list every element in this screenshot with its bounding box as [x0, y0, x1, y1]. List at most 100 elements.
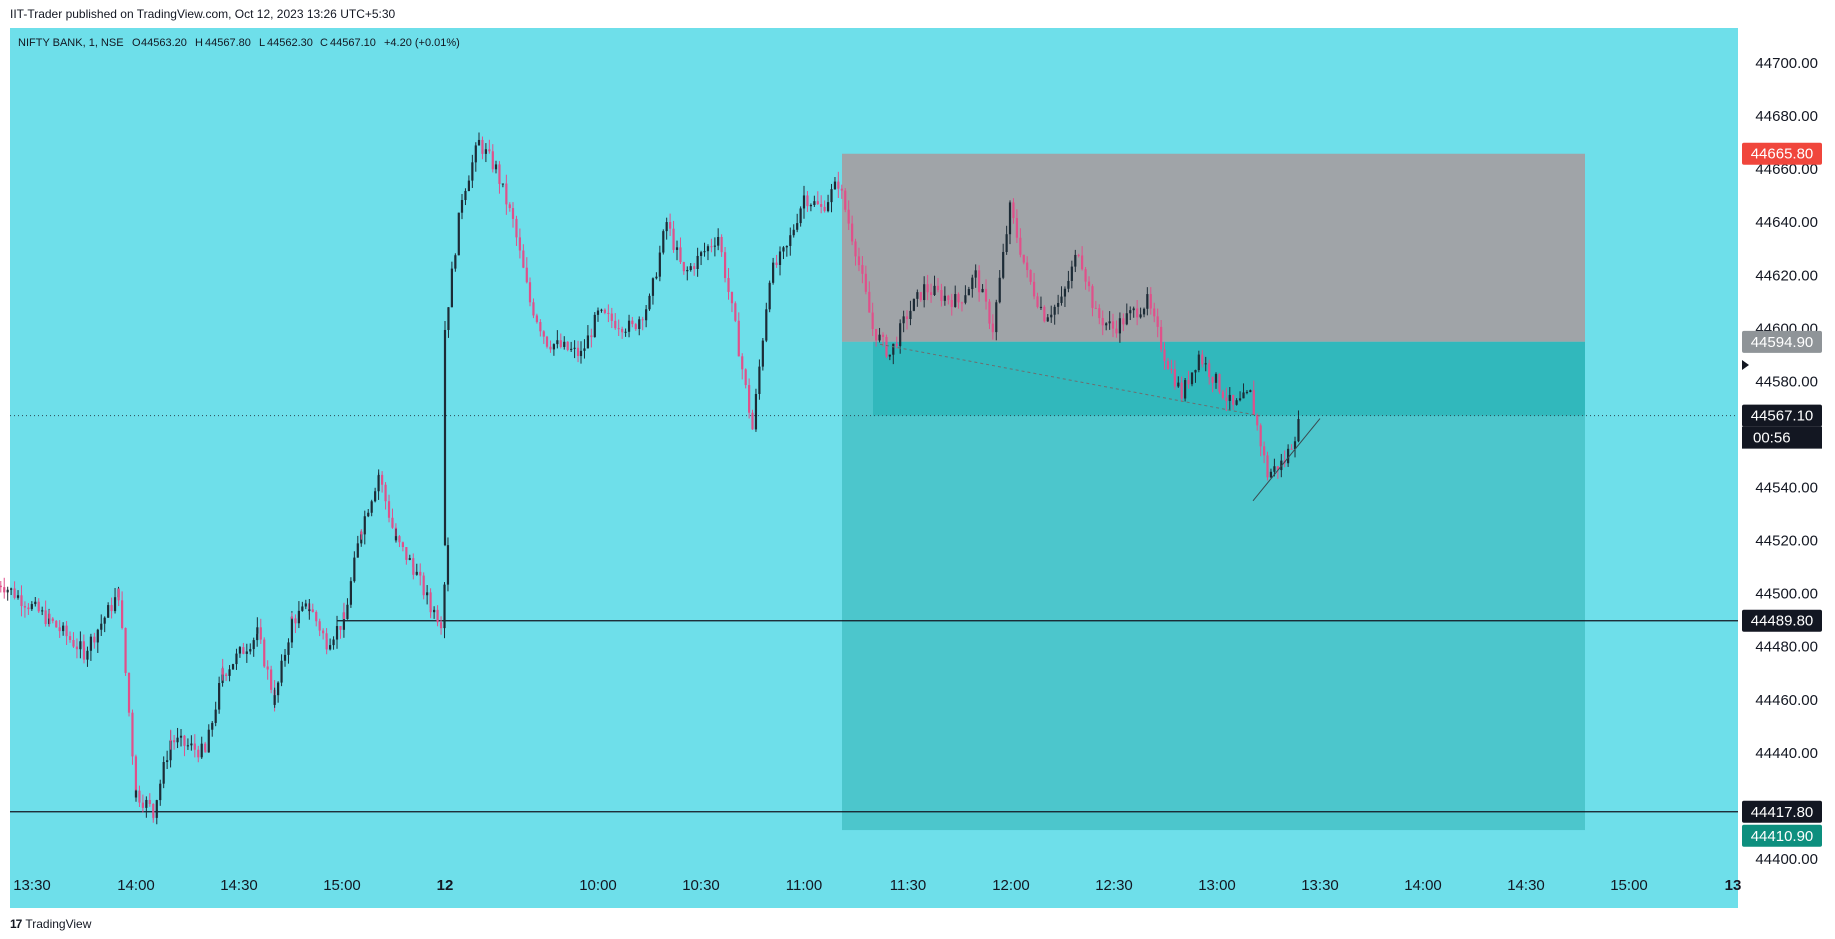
- price-tick-label: 44520.00: [1755, 533, 1818, 550]
- candle: [964, 285, 967, 305]
- candle: [559, 333, 562, 349]
- candle: [1269, 468, 1273, 479]
- time-axis[interactable]: 13:30 14:00 14:30 15:00 12 10:00 10:30 11:00 11:…: [13, 877, 1741, 894]
- candle: [651, 277, 655, 305]
- candle: [72, 632, 75, 648]
- candle: [110, 597, 113, 619]
- stop-loss-zone[interactable]: [842, 153, 1585, 342]
- tradingview-logo[interactable]: 17 TradingView: [10, 917, 91, 931]
- candle: [447, 307, 450, 338]
- candle: [617, 319, 620, 337]
- candle: [723, 246, 727, 283]
- candle: [576, 340, 580, 363]
- candle: [909, 300, 912, 326]
- candle: [415, 563, 418, 576]
- candle: [511, 202, 515, 228]
- candle: [1026, 256, 1029, 278]
- candle: [792, 224, 795, 238]
- candle: [360, 529, 363, 540]
- candle: [1084, 267, 1087, 290]
- price-tick-label: 44500.00: [1755, 586, 1818, 603]
- candle: [566, 341, 569, 352]
- legend-low: 44562.30: [267, 37, 313, 49]
- ohlc-legend: NIFTY BANK, 1, NSE O 44563.20 H 44567.80…: [18, 37, 460, 49]
- candle: [1136, 299, 1139, 326]
- candle: [658, 245, 661, 282]
- candle: [96, 628, 99, 653]
- candle: [1125, 303, 1128, 326]
- rising-trend-line[interactable]: [1252, 418, 1321, 502]
- time-tick-label: 11:30: [890, 877, 926, 894]
- take-profit-zone[interactable]: [842, 341, 1585, 831]
- candle: [1129, 306, 1132, 321]
- candle: [197, 745, 200, 763]
- candle: [665, 217, 668, 240]
- time-tick-label: 14:00: [117, 877, 155, 894]
- price-tick-label: 44400.00: [1755, 851, 1818, 868]
- candle: [1081, 246, 1084, 271]
- candle: [304, 599, 307, 610]
- candle: [782, 246, 785, 260]
- candle: [761, 337, 764, 371]
- entry-trend-connector: [879, 343, 1261, 417]
- candle: [162, 756, 165, 789]
- candle: [789, 227, 792, 256]
- candle: [706, 244, 710, 261]
- candle: [851, 215, 854, 246]
- candle: [280, 654, 283, 687]
- candle: [693, 263, 696, 276]
- candle: [238, 645, 242, 658]
- time-tick-label: 12: [437, 877, 454, 894]
- candle: [816, 191, 819, 205]
- candle: [391, 508, 394, 529]
- candle: [943, 286, 946, 306]
- candle: [349, 577, 352, 608]
- candle: [1115, 320, 1118, 338]
- candle: [710, 238, 713, 253]
- candle: [809, 203, 812, 212]
- candle: [998, 270, 1001, 304]
- time-tick-label: 14:30: [220, 877, 258, 894]
- legend-open-label: O: [132, 37, 141, 49]
- candle: [356, 535, 359, 558]
- candle: [840, 184, 843, 199]
- price-tick-label: 44460.00: [1755, 692, 1818, 709]
- candle: [103, 616, 106, 633]
- candle: [614, 313, 617, 330]
- candle: [1235, 398, 1238, 406]
- candle: [287, 638, 290, 664]
- candle: [672, 220, 675, 253]
- candle: [542, 330, 545, 344]
- candle: [1077, 253, 1080, 258]
- candle: [138, 785, 141, 807]
- candle: [100, 614, 103, 636]
- candle: [218, 676, 221, 714]
- candle: [960, 301, 964, 312]
- candle: [134, 789, 138, 802]
- candle: [498, 161, 501, 194]
- candle: [549, 340, 552, 353]
- candle: [518, 228, 521, 259]
- price-axis[interactable]: 44700.00 44680.00 44660.00 44640.00 44620.00…: [1755, 55, 1818, 868]
- candle: [1297, 410, 1300, 443]
- candle: [471, 154, 474, 188]
- candle: [454, 253, 457, 272]
- candle: [699, 250, 703, 266]
- legend-high-label: H: [195, 37, 203, 49]
- candle: [950, 293, 953, 316]
- candle: [1245, 390, 1249, 395]
- price-badge: 44417.80: [1742, 800, 1822, 823]
- candle: [844, 188, 847, 213]
- legend-symbol: NIFTY BANK, 1, NSE: [18, 37, 124, 49]
- candle: [259, 618, 262, 644]
- candle: [1012, 198, 1015, 224]
- publish-info: IIT-Trader published on TradingView.com,…: [10, 7, 396, 21]
- candle: [573, 340, 576, 359]
- candle: [1019, 228, 1022, 258]
- candle: [1057, 294, 1060, 315]
- candle: [802, 185, 806, 219]
- candle: [277, 681, 280, 703]
- candle: [1238, 391, 1242, 402]
- candle: [717, 228, 720, 251]
